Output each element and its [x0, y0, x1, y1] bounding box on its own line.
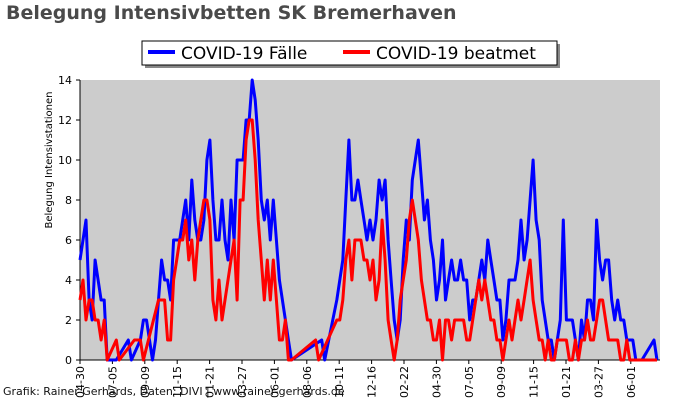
legend-label-beatmet: COVID-19 beatmet [376, 44, 536, 64]
x-tick-label: 10-11 [333, 366, 346, 398]
y-tick-label: 0 [65, 354, 72, 367]
y-axis-ticks: 0 2 4 6 8 10 12 14 [58, 74, 80, 367]
x-tick-label: 09-09 [495, 366, 508, 398]
x-tick-label: 01-21 [560, 366, 573, 398]
y-tick-label: 14 [58, 74, 72, 87]
x-tick-label: 08-06 [301, 366, 314, 398]
x-tick-label: 07-05 [463, 366, 476, 398]
series-line-faelle [78, 78, 659, 362]
x-tick-label: 03-27 [236, 366, 249, 398]
y-tick-label: 2 [65, 314, 72, 327]
y-tick-label: 10 [58, 154, 72, 167]
x-tick-label: 04-30 [74, 366, 87, 398]
chart-credit: Grafik: Rainer Gerhards, Daten: DIVI | w… [3, 385, 345, 398]
x-tick-label: 02-22 [398, 366, 411, 398]
series-line-beatmet [78, 118, 657, 362]
x-tick-label: 06-01 [625, 366, 638, 398]
x-axis-ticks: 04-30 07-05 09-09 11-15 01-21 03-27 06-01 08-06… [74, 360, 638, 398]
x-tick-label: 04-30 [430, 366, 443, 398]
series-group [78, 78, 659, 362]
y-tick-label: 4 [65, 274, 72, 287]
x-tick-label: 11-15 [171, 366, 184, 398]
legend-label-faelle: COVID-19 Fälle [181, 44, 307, 64]
y-tick-label: 6 [65, 234, 72, 247]
y-tick-label: 8 [65, 194, 72, 207]
x-tick-label: 03-27 [592, 366, 605, 398]
x-tick-label: 09-09 [139, 366, 152, 398]
y-axis-label: Belegung Intensivstationen [44, 91, 55, 228]
y-tick-label: 12 [58, 114, 72, 127]
x-tick-label: 01-21 [204, 366, 217, 398]
x-tick-label: 11-15 [528, 366, 541, 398]
x-tick-label: 07-05 [106, 366, 119, 398]
x-tick-label: 06-01 [268, 366, 281, 398]
x-tick-label: 12-16 [366, 366, 379, 398]
chart-title: Belegung Intensivbetten SK Bremerhaven [6, 2, 457, 24]
legend: COVID-19 Fälle COVID-19 beatmet [141, 40, 560, 68]
